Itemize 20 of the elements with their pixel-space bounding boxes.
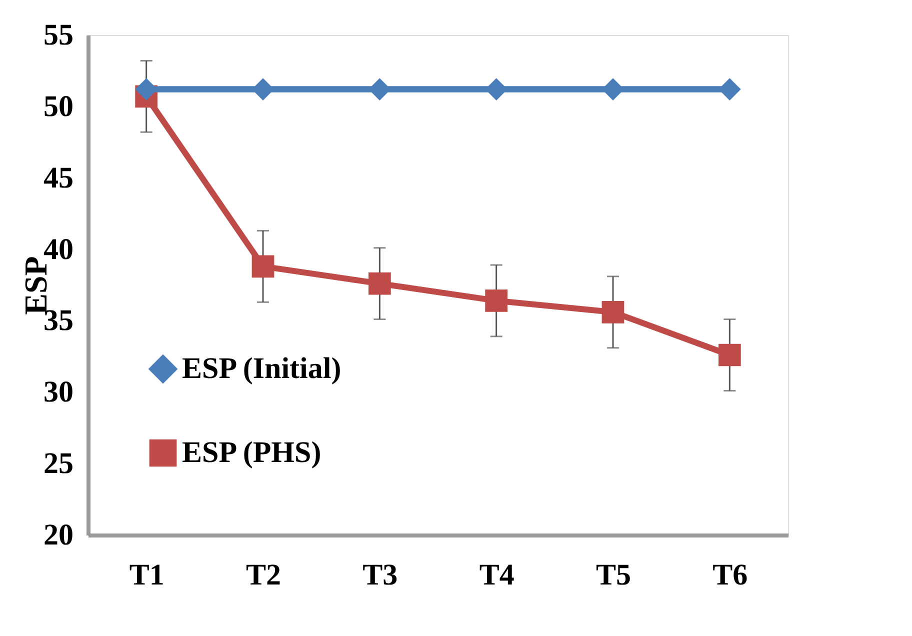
x-tick-label: T3 xyxy=(362,558,398,592)
x-tick-label: T6 xyxy=(712,558,748,592)
y-tick-label: 50 xyxy=(44,90,74,123)
point xyxy=(602,300,624,324)
y-tick-label: 30 xyxy=(44,376,74,409)
point xyxy=(368,272,391,295)
y-tick-label: 55 xyxy=(44,18,74,52)
point xyxy=(718,344,741,366)
legend-label: ESP (Initial) xyxy=(182,352,342,385)
y-tick-label: 20 xyxy=(44,518,74,552)
y-tick-label: 45 xyxy=(44,161,74,194)
y-tick-label: 40 xyxy=(44,232,74,266)
point xyxy=(252,255,274,278)
x-tick-label: T5 xyxy=(596,558,632,592)
x-tick-label: T1 xyxy=(129,558,164,592)
x-tick-label: T4 xyxy=(479,558,514,592)
legend-label: ESP (PHS) xyxy=(182,436,322,469)
x-tick-label: T2 xyxy=(246,558,282,592)
y-tick-label: 25 xyxy=(44,447,74,480)
point xyxy=(485,290,508,312)
